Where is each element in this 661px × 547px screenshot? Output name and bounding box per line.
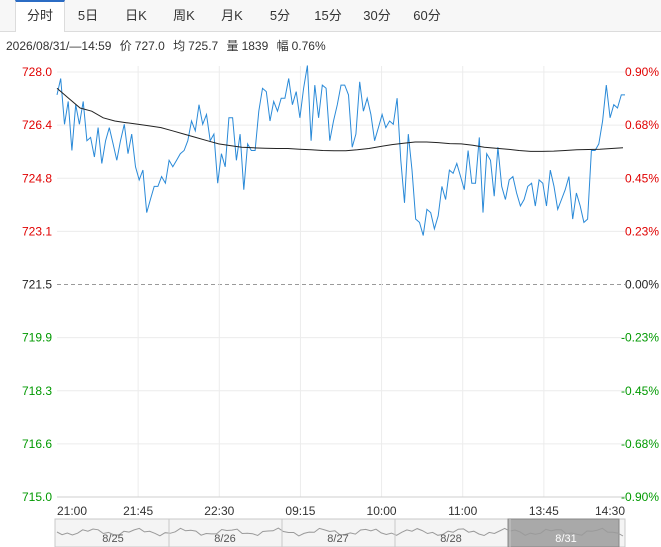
amplitude-label: 幅 xyxy=(276,39,289,53)
tab-2[interactable]: 日K xyxy=(125,8,147,23)
price-value: 727.0 xyxy=(134,39,165,53)
percent-tick-label: 0.90% xyxy=(625,65,659,79)
price-tick-label: 723.1 xyxy=(22,224,52,238)
time-tick-label: 21:00 xyxy=(57,504,87,518)
time-axis: 21:00 21:45 22:30 09:15 10:00 11:00 13:45 14:30 xyxy=(57,504,625,518)
navigator-selection xyxy=(507,518,620,547)
tab-5[interactable]: 5分 xyxy=(269,8,291,23)
price-axis: 728.0 726.4 724.8 723.1 721.5 719.9 718.3 716.6… xyxy=(22,65,52,504)
percent-tick-label: -0.90% xyxy=(621,490,659,504)
percent-tick-label: 0.45% xyxy=(625,171,659,185)
tab-6[interactable]: 15分 xyxy=(314,8,342,23)
series-lines xyxy=(56,65,625,236)
price-tick-label: 716.6 xyxy=(22,437,52,451)
volume-label: 量 xyxy=(226,39,239,53)
amplitude-value: 0.76% xyxy=(291,39,326,53)
tab-3[interactable]: 周K xyxy=(173,8,195,23)
price-tick-label: 718.3 xyxy=(22,384,52,398)
date-navigator: 8/25 8/26 8/27 8/28 8/31 xyxy=(54,518,626,547)
volume-value: 1839 xyxy=(241,39,269,53)
price-line xyxy=(56,65,625,236)
percent-tick-label: -0.23% xyxy=(621,331,659,345)
price-tick-label: 719.9 xyxy=(22,331,52,345)
price-tick-label: 721.5 xyxy=(22,278,52,292)
time-tick-label: 14:30 xyxy=(595,504,625,518)
time-tick-label: 09:15 xyxy=(285,504,315,518)
navigator-date-label: 8/28 xyxy=(440,533,461,545)
avg-label: 均 xyxy=(173,39,186,53)
tab-8[interactable]: 60分 xyxy=(413,8,441,23)
avg-value: 725.7 xyxy=(188,39,219,53)
price-tick-label: 715.0 xyxy=(22,490,52,504)
time-tick-label: 22:30 xyxy=(204,504,234,518)
price-tick-label: 726.4 xyxy=(22,118,52,132)
period-tab-bar: 分时 5日 日K 周K 月K 5分 15分 30分 60分 xyxy=(0,0,661,32)
tab-1[interactable]: 5日 xyxy=(77,8,99,23)
tab-7[interactable]: 30分 xyxy=(363,8,391,23)
percent-tick-label: -0.68% xyxy=(621,437,659,451)
tab-4[interactable]: 月K xyxy=(221,8,243,23)
navigator-date-label: 8/25 xyxy=(102,533,123,545)
navigator-sparkline xyxy=(56,527,624,537)
price-tick-label: 724.8 xyxy=(22,171,52,185)
price-label: 价 xyxy=(119,39,132,53)
percent-tick-label: -0.45% xyxy=(621,384,659,398)
price-tick-label: 728.0 xyxy=(22,65,52,79)
navigator-date-label: 8/31 xyxy=(555,533,576,545)
time-tick-label: 13:45 xyxy=(529,504,559,518)
tab-0[interactable]: 分时 xyxy=(15,0,65,32)
percent-tick-label: 0.00% xyxy=(625,278,659,292)
time-tick-label: 21:45 xyxy=(123,504,153,518)
time-tick-label: 11:00 xyxy=(448,504,477,518)
percent-tick-label: 0.68% xyxy=(625,118,659,132)
quote-datetime: 2026/08/31/—14:59 xyxy=(6,39,112,53)
chart-grid xyxy=(57,66,625,498)
navigator-date-label: 8/26 xyxy=(214,533,235,545)
average-price-line xyxy=(56,87,624,152)
time-tick-label: 10:00 xyxy=(367,504,397,518)
percent-axis: 0.90% 0.68% 0.45% 0.23% 0.00% -0.23% -0.45% -0.… xyxy=(621,65,659,504)
percent-tick-label: 0.23% xyxy=(625,224,659,238)
navigator-date-label: 8/27 xyxy=(327,533,348,545)
